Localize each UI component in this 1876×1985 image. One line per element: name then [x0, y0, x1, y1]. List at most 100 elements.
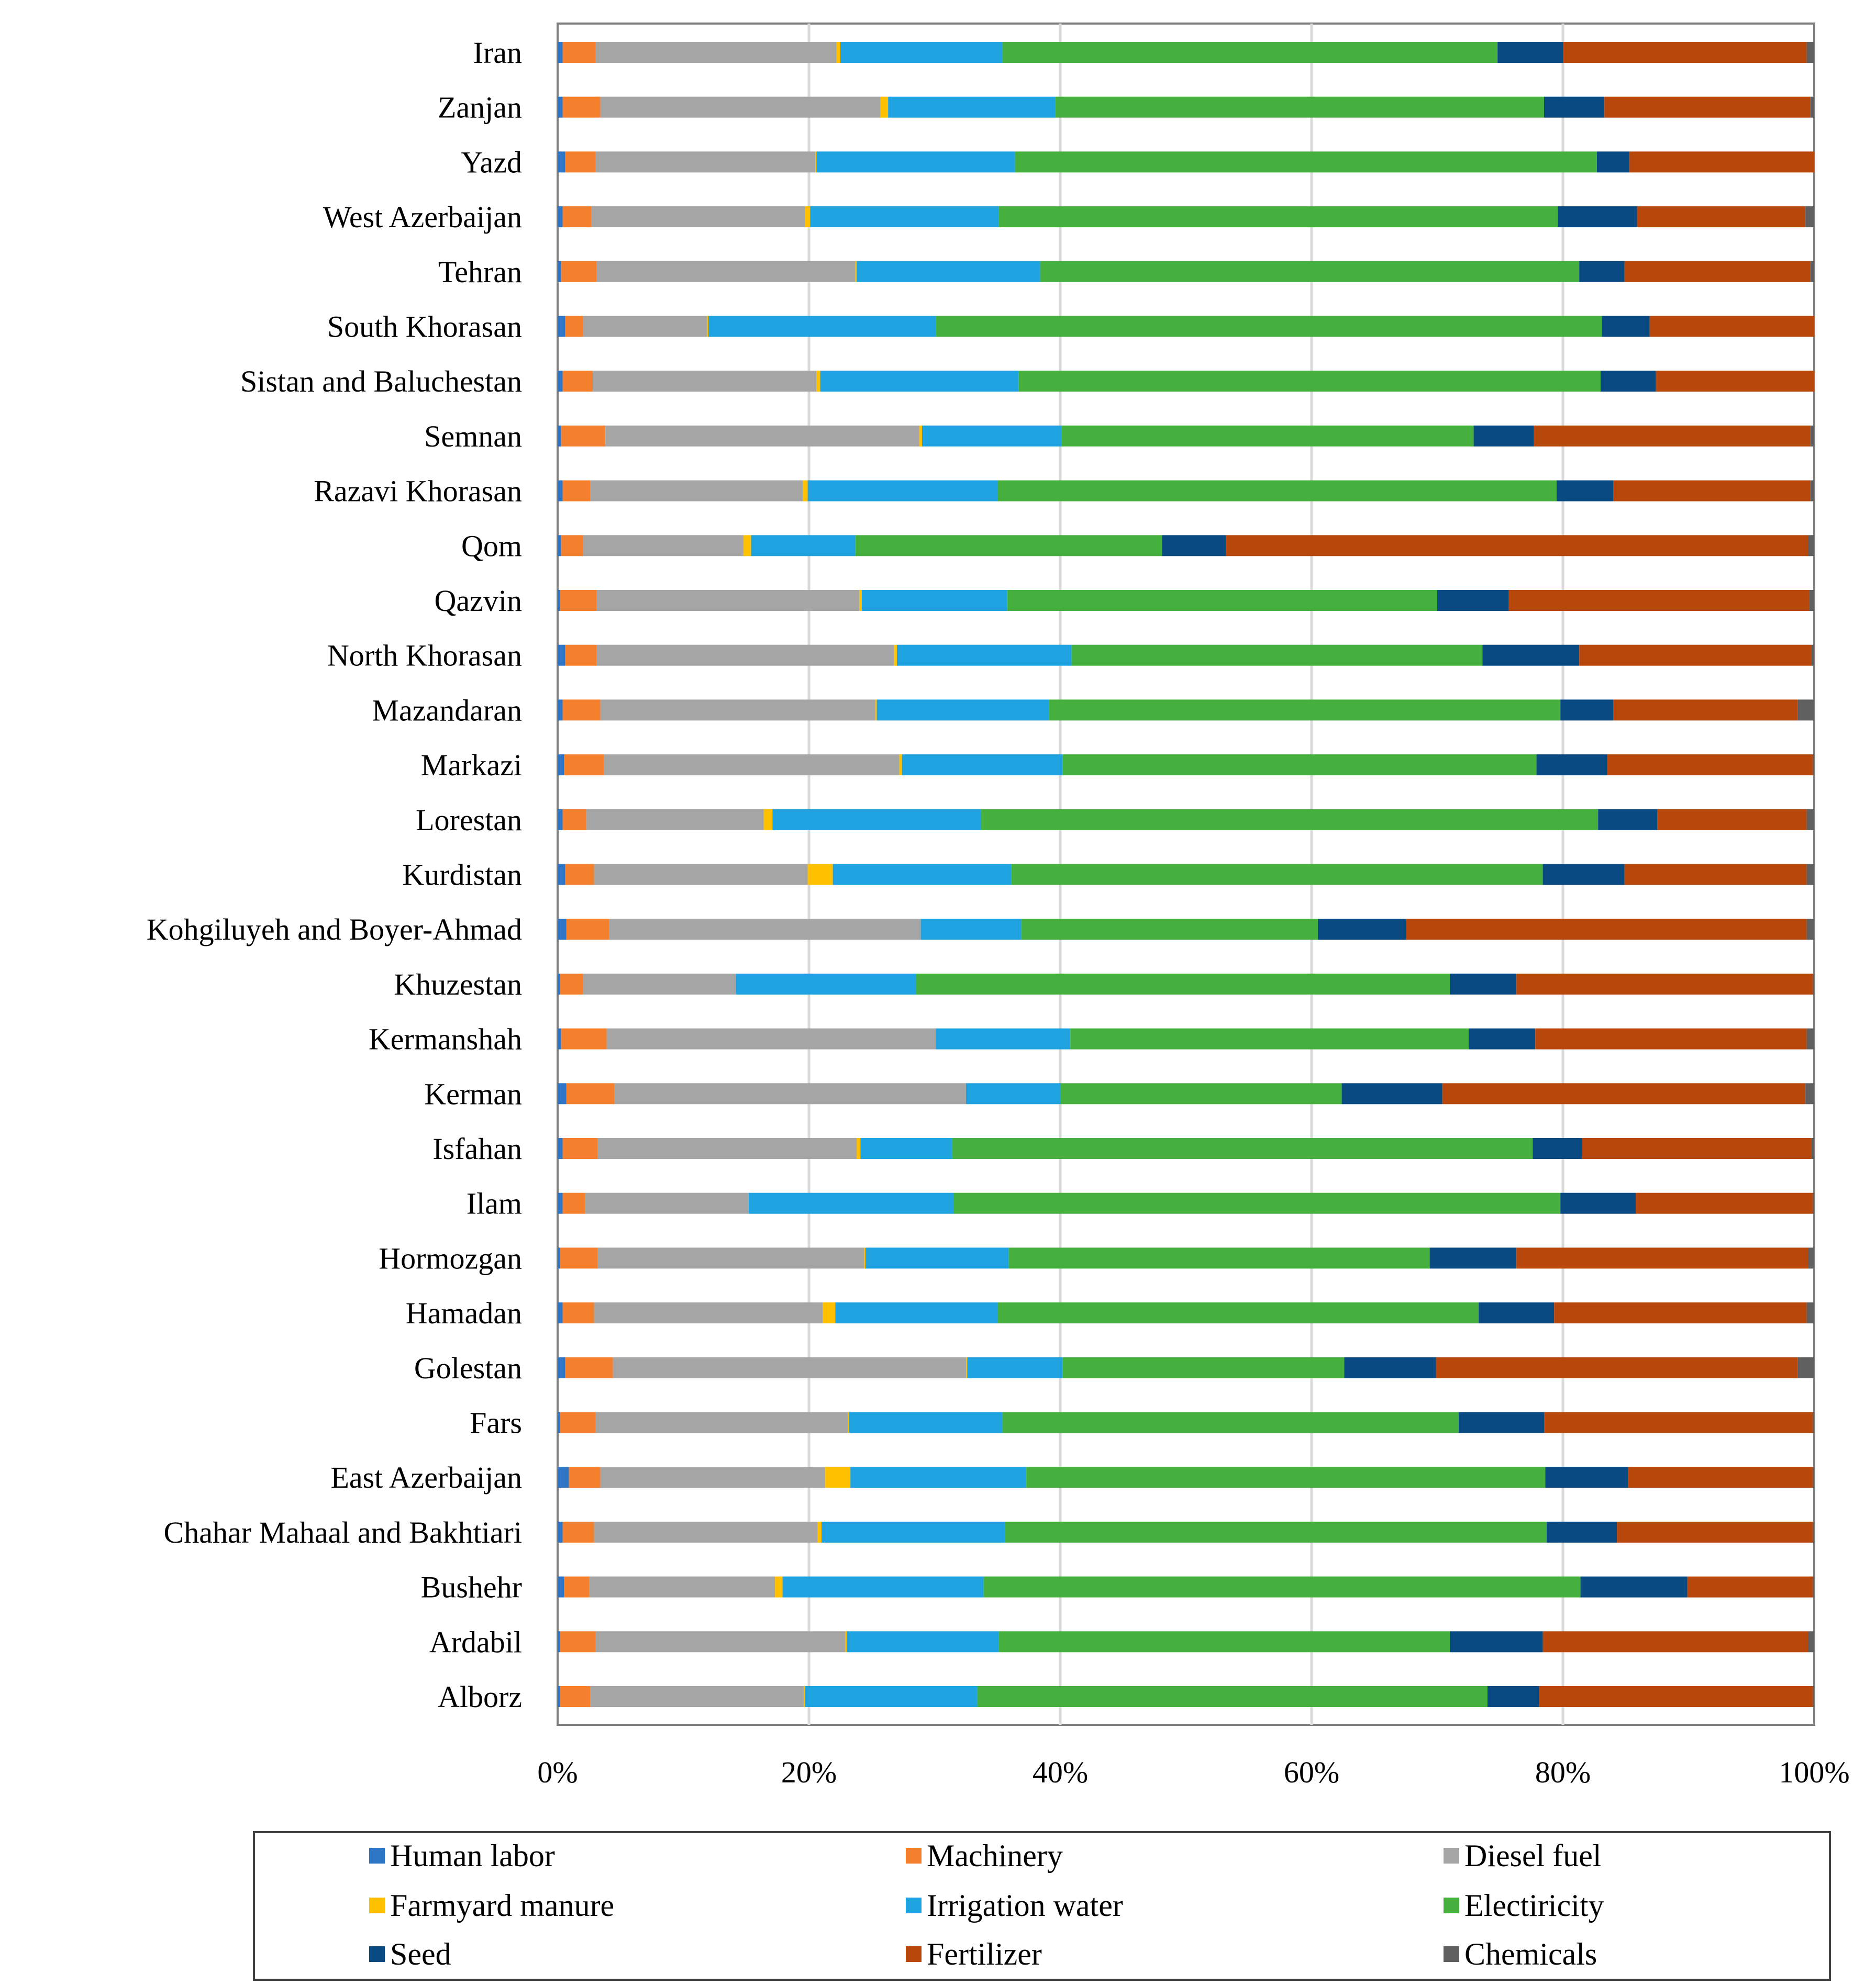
bar-golestan-seed: [1344, 1357, 1436, 1378]
category-label-semnan: Semnan: [424, 419, 522, 453]
category-label-kermanshah: Kermanshah: [369, 1022, 522, 1056]
bar-kerman-chemicals: [1805, 1083, 1814, 1105]
bar-zanjan-fertilizer: [1604, 96, 1811, 118]
category-label-alborz: Alborz: [438, 1680, 522, 1714]
bar-chahar-mahaal-and-bakhtiari-fertilizer: [1617, 1521, 1813, 1543]
bar-markazi-irrigation-water: [902, 754, 1063, 776]
category-label-hormozgan: Hormozgan: [379, 1241, 522, 1275]
bar-chahar-mahaal-and-bakhtiari-chemicals: [1813, 1521, 1814, 1543]
bar-north-khorasan-machinery: [565, 644, 597, 666]
legend-label-seed: Seed: [390, 1937, 451, 1971]
bar-ardabil-seed: [1450, 1631, 1543, 1653]
bar-yazd-diesel-fuel: [595, 151, 815, 173]
legend-label-farmyard-manure: Farmyard manure: [390, 1888, 614, 1923]
bar-hamadan-chemicals: [1806, 1302, 1814, 1324]
x-tick-labels: 0% 20% 40% 60% 80% 100%: [537, 1755, 1849, 1789]
bar-zanjan-farmyard-manure: [880, 96, 889, 118]
bar-isfahan-fertilizer: [1582, 1138, 1812, 1159]
bar-ardabil-fertilizer: [1542, 1631, 1808, 1653]
bar-hormozgan-seed: [1429, 1247, 1517, 1269]
bar-khuzestan-seed: [1450, 973, 1517, 995]
category-label-kohgiluyeh-and-boyer-ahmad: Kohgiluyeh and Boyer-Ahmad: [147, 912, 522, 946]
bar-kerman-irrigation-water: [966, 1083, 1060, 1105]
bar-hormozgan-irrigation-water: [865, 1247, 1009, 1269]
bar-fars-human-labor: [558, 1412, 560, 1433]
bar-kohgiluyeh-and-boyer-ahmad-human-labor: [558, 919, 567, 940]
bar-tehran-human-labor: [558, 261, 562, 282]
category-label-iran: Iran: [473, 36, 522, 70]
bar-razavi-khorasan-machinery: [562, 480, 591, 501]
bar-golestan-irrigation-water: [967, 1357, 1063, 1378]
bar-west-azerbaijan-fertilizer: [1637, 206, 1806, 228]
bar-east-azerbaijan-machinery: [569, 1467, 601, 1488]
bar-zanjan-irrigation-water: [888, 96, 1056, 118]
legend-swatch-irrigation-water: [906, 1898, 922, 1913]
bar-kermanshah-chemicals: [1806, 1028, 1814, 1050]
bar-qom-machinery: [561, 535, 583, 556]
bar-ilam-human-labor: [558, 1192, 563, 1214]
bar-alborz-electiricity: [977, 1686, 1488, 1707]
bar-iran-irrigation-water: [840, 42, 1003, 63]
bar-kurdistan-seed: [1542, 864, 1625, 885]
legend-swatch-machinery: [906, 1848, 922, 1864]
bar-isfahan-human-labor: [558, 1138, 563, 1159]
bar-yazd-seed: [1596, 151, 1630, 173]
bar-ardabil-diesel-fuel: [595, 1631, 846, 1653]
bar-north-khorasan-electiricity: [1071, 644, 1483, 666]
bar-zanjan-diesel-fuel: [600, 96, 881, 118]
bar-bushehr-electiricity: [983, 1576, 1581, 1598]
bar-mazandaran-fertilizer: [1613, 699, 1798, 721]
bar-bushehr-machinery: [564, 1576, 589, 1598]
bar-iran-machinery: [562, 42, 595, 63]
category-label-kurdistan: Kurdistan: [402, 858, 522, 892]
bar-qazvin-seed: [1437, 590, 1509, 611]
bar-alborz-chemicals: [1813, 1686, 1814, 1707]
bar-zanjan-human-labor: [558, 96, 563, 118]
bar-hamadan-machinery: [562, 1302, 594, 1324]
bar-south-khorasan-machinery: [565, 316, 583, 337]
bar-fars-fertilizer: [1544, 1412, 1813, 1433]
bar-markazi-chemicals: [1813, 754, 1814, 776]
category-label-qazvin: Qazvin: [435, 584, 523, 618]
bar-fars-machinery: [560, 1412, 595, 1433]
bar-chahar-mahaal-and-bakhtiari-machinery: [562, 1521, 594, 1543]
bar-markazi-farmyard-manure: [899, 754, 902, 776]
bar-qazvin-machinery: [560, 590, 597, 611]
bar-east-azerbaijan-farmyard-manure: [825, 1467, 851, 1488]
legend-swatch-farmyard-manure: [369, 1898, 385, 1913]
x-tick-60: 60%: [1284, 1755, 1339, 1789]
bar-qom-human-labor: [558, 535, 562, 556]
category-label-bushehr: Bushehr: [421, 1570, 522, 1604]
bar-south-khorasan-seed: [1602, 316, 1650, 337]
bar-tehran-chemicals: [1810, 261, 1814, 282]
bar-semnan-electiricity: [1061, 425, 1474, 447]
category-label-markazi: Markazi: [421, 748, 522, 782]
bar-kohgiluyeh-and-boyer-ahmad-electiricity: [1021, 919, 1318, 940]
category-label-east-azerbaijan: East Azerbaijan: [330, 1460, 522, 1495]
bar-semnan-machinery: [561, 425, 606, 447]
bar-razavi-khorasan-chemicals: [1810, 480, 1814, 501]
category-label-razavi-khorasan: Razavi Khorasan: [314, 474, 522, 508]
legend-label-fertilizer: Fertilizer: [927, 1937, 1042, 1971]
bar-west-azerbaijan-machinery: [562, 206, 592, 228]
bar-zanjan-machinery: [562, 96, 601, 118]
bar-razavi-khorasan-irrigation-water: [807, 480, 997, 501]
bar-alborz-seed: [1488, 1686, 1539, 1707]
bar-semnan-farmyard-manure: [919, 425, 922, 447]
bar-khuzestan-machinery: [560, 973, 583, 995]
bar-markazi-diesel-fuel: [604, 754, 900, 776]
bar-kerman-seed: [1341, 1083, 1442, 1105]
bar-north-khorasan-farmyard-manure: [894, 644, 897, 666]
bar-golestan-farmyard-manure: [966, 1357, 968, 1378]
bar-golestan-electiricity: [1062, 1357, 1345, 1378]
bar-iran-chemicals: [1806, 42, 1814, 63]
bar-bushehr-irrigation-water: [782, 1576, 984, 1598]
bar-lorestan-machinery: [562, 809, 587, 830]
bar-south-khorasan-human-labor: [558, 316, 565, 337]
bars: [558, 42, 1814, 1707]
bar-qom-diesel-fuel: [583, 535, 744, 556]
bar-yazd-irrigation-water: [816, 151, 1015, 173]
bar-razavi-khorasan-electiricity: [997, 480, 1557, 501]
bar-ilam-chemicals: [1813, 1192, 1814, 1214]
bar-kohgiluyeh-and-boyer-ahmad-irrigation-water: [920, 919, 1022, 940]
